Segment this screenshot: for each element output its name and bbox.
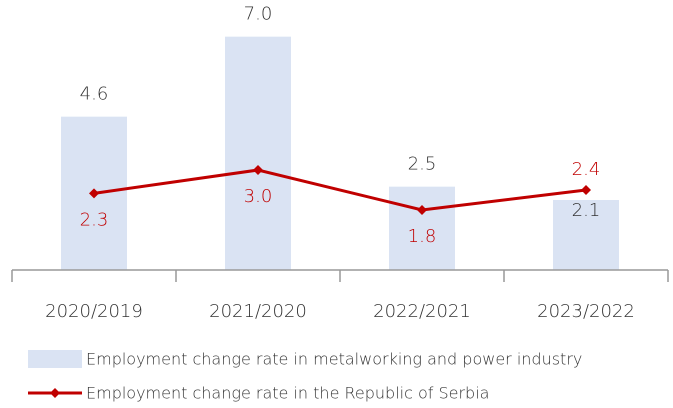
line-marker (89, 188, 99, 199)
bar (553, 200, 619, 270)
line-value-label: 2.3 (80, 209, 109, 230)
bar-value-label: 7.0 (244, 4, 273, 25)
legend-label: Employment change rate in the Republic o… (86, 384, 489, 403)
x-tick-label: 2020/2019 (45, 301, 143, 322)
bar (389, 186, 455, 270)
legend-marker (50, 388, 60, 398)
line-marker (581, 185, 591, 195)
legend-swatch (28, 350, 82, 368)
bar-value-label: 4.6 (80, 84, 109, 105)
line-marker (253, 165, 263, 175)
x-tick-label: 2023/2022 (537, 301, 635, 322)
line-value-label: 1.8 (408, 226, 437, 247)
legend-label: Employment change rate in metalworking a… (86, 350, 582, 369)
line-marker (417, 205, 427, 215)
bar-value-label: 2.1 (572, 200, 601, 221)
line-value-label: 2.4 (572, 159, 601, 180)
line-value-label: 3.0 (244, 186, 273, 207)
bar-value-label: 2.5 (408, 154, 437, 175)
bar (225, 36, 291, 270)
x-tick-label: 2022/2021 (373, 301, 471, 322)
x-tick-label: 2021/2020 (209, 301, 307, 322)
line (93, 168, 587, 212)
